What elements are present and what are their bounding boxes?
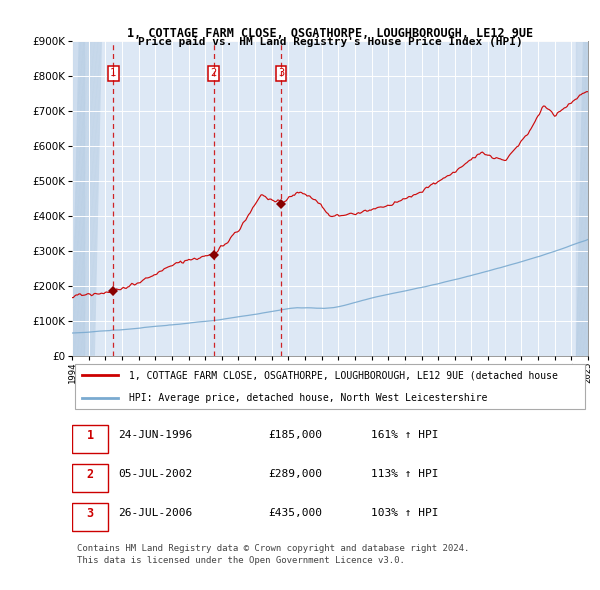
Text: 26-JUL-2006: 26-JUL-2006 [118, 509, 193, 518]
Text: 103% ↑ HPI: 103% ↑ HPI [371, 509, 439, 518]
Text: HPI: Average price, detached house, North West Leicestershire: HPI: Average price, detached house, Nort… [129, 393, 487, 403]
Text: 1: 1 [110, 68, 116, 78]
FancyBboxPatch shape [72, 425, 108, 453]
FancyBboxPatch shape [72, 503, 108, 531]
Text: 1: 1 [86, 429, 94, 442]
Text: £289,000: £289,000 [268, 470, 322, 480]
Text: 24-JUN-1996: 24-JUN-1996 [118, 431, 193, 441]
Text: Price paid vs. HM Land Registry's House Price Index (HPI): Price paid vs. HM Land Registry's House … [137, 37, 523, 47]
Text: 3: 3 [86, 507, 94, 520]
FancyBboxPatch shape [72, 464, 108, 492]
Text: £435,000: £435,000 [268, 509, 322, 518]
Text: Contains HM Land Registry data © Crown copyright and database right 2024.
This d: Contains HM Land Registry data © Crown c… [77, 544, 470, 565]
Text: 3: 3 [278, 68, 284, 78]
Text: 1, COTTAGE FARM CLOSE, OSGATHORPE, LOUGHBOROUGH, LE12 9UE (detached house: 1, COTTAGE FARM CLOSE, OSGATHORPE, LOUGH… [129, 371, 557, 381]
Text: 113% ↑ HPI: 113% ↑ HPI [371, 470, 439, 480]
Text: 2: 2 [211, 68, 217, 78]
FancyBboxPatch shape [74, 364, 586, 409]
Text: £185,000: £185,000 [268, 431, 322, 441]
Text: 1, COTTAGE FARM CLOSE, OSGATHORPE, LOUGHBOROUGH, LE12 9UE: 1, COTTAGE FARM CLOSE, OSGATHORPE, LOUGH… [127, 27, 533, 40]
Text: 05-JUL-2002: 05-JUL-2002 [118, 470, 193, 480]
Text: 2: 2 [86, 468, 94, 481]
Text: 161% ↑ HPI: 161% ↑ HPI [371, 431, 439, 441]
